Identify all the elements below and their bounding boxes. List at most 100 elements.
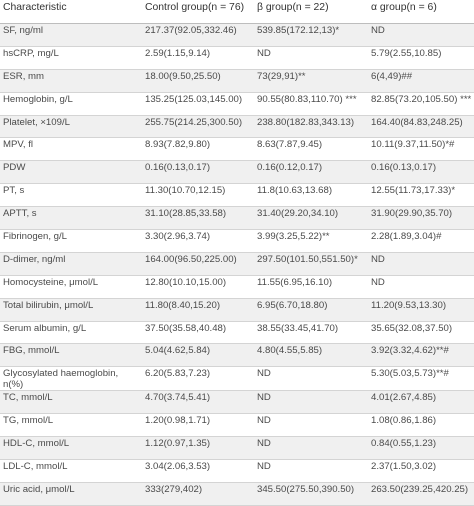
- table-row: MPV, fl 8.93(7.82,9.80) 8.63(7.87,9.45) 10.…: [0, 137, 474, 162]
- table-row: PT, s 11.30(10.70,12.15) 11.8(10.63,13.68)…: [0, 183, 474, 208]
- table-row: SF, ng/ml 217.37(92.05,332.46) 539.85(172.…: [0, 23, 474, 47]
- cell-characteristic: TG, mmol/L: [0, 413, 142, 438]
- cell-control: 0.16(0.13,0.17): [142, 160, 254, 185]
- header-row: Characteristic Control group(n = 76) β g…: [0, 0, 474, 24]
- cell-characteristic: Platelet, ×109/L: [0, 115, 142, 139]
- cell-beta: 11.8(10.63,13.68): [254, 183, 368, 208]
- cell-control: 1.20(0.98,1.71): [142, 413, 254, 438]
- cell-alpha: 5.79(2.55,10.85): [368, 46, 474, 70]
- cell-beta: 3.99(3.25,5.22)**: [254, 229, 368, 253]
- cell-characteristic: FBG, mmol/L: [0, 343, 142, 368]
- table-row: FBG, mmol/L 5.04(4.62,5.84) 4.80(4.55,5.85…: [0, 343, 474, 368]
- cell-alpha: 11.20(9.53,13.30): [368, 298, 474, 322]
- cell-beta: 38.55(33.45,41.70): [254, 321, 368, 345]
- cell-alpha: 0.84(0.55,1.23): [368, 436, 474, 461]
- cell-alpha: 164.40(84.83,248.25): [368, 115, 474, 139]
- cell-control: 255.75(214.25,300.50): [142, 115, 254, 139]
- cell-beta: 297.50(101.50,551.50)*: [254, 252, 368, 276]
- table-row: APTT, s 31.10(28.85,33.58) 31.40(29.20,34.…: [0, 206, 474, 231]
- table-row: hsCRP, mg/L 2.59(1.15,9.14) ND 5.79(2.55,10…: [0, 46, 474, 70]
- cell-control: 333(279,402): [142, 482, 254, 506]
- cell-beta: ND: [254, 459, 368, 483]
- cell-characteristic: Hemoglobin, g/L: [0, 92, 142, 116]
- cell-beta: 90.55(80.83,110.70) ***: [254, 92, 368, 116]
- cell-alpha: 2.28(1.89,3.04)#: [368, 229, 474, 253]
- cell-alpha: 2.37(1.50,3.02): [368, 459, 474, 483]
- cell-alpha: 31.90(29.90,35.70): [368, 206, 474, 231]
- cell-alpha: 263.50(239.25,420.25): [368, 482, 474, 506]
- cell-characteristic: hsCRP, mg/L: [0, 46, 142, 70]
- cell-characteristic: HDL-C, mmol/L: [0, 436, 142, 461]
- cell-control: 1.12(0.97,1.35): [142, 436, 254, 461]
- table-row: TG, mmol/L 1.20(0.98,1.71) ND 1.08(0.86,1.8…: [0, 413, 474, 438]
- table-row: Fibrinogen, g/L 3.30(2.96,3.74) 3.99(3.25,…: [0, 229, 474, 253]
- cell-control: 8.93(7.82,9.80): [142, 137, 254, 162]
- cell-beta: 31.40(29.20,34.10): [254, 206, 368, 231]
- cell-alpha: ND: [368, 275, 474, 299]
- cell-control: 135.25(125.03,145.00): [142, 92, 254, 116]
- table-row: Hemoglobin, g/L 135.25(125.03,145.00) 90.5…: [0, 92, 474, 116]
- cell-beta: ND: [254, 413, 368, 438]
- cell-characteristic: Glycosylated haemoglobin, n(%): [0, 366, 142, 392]
- cell-alpha: 10.11(9.37,11.50)*#: [368, 137, 474, 162]
- cell-control: 3.30(2.96,3.74): [142, 229, 254, 253]
- cell-alpha: 82.85(73.20,105.50) ***: [368, 92, 474, 116]
- table-row: Total bilirubin, μmol/L 11.80(8.40,15.20)…: [0, 298, 474, 322]
- cell-beta: 11.55(6.95,16.10): [254, 275, 368, 299]
- cell-characteristic: TC, mmol/L: [0, 390, 142, 415]
- cell-characteristic: Total bilirubin, μmol/L: [0, 298, 142, 322]
- cell-beta: ND: [254, 436, 368, 461]
- cell-beta: 6.95(6.70,18.80): [254, 298, 368, 322]
- table-row: Uric acid, μmol/L 333(279,402) 345.50(275.…: [0, 482, 474, 506]
- cell-alpha: 0.16(0.13,0.17): [368, 160, 474, 185]
- cell-beta: ND: [254, 390, 368, 415]
- cell-control: 2.59(1.15,9.14): [142, 46, 254, 70]
- table-row: Serum albumin, g/L 37.50(35.58,40.48) 38.5…: [0, 321, 474, 345]
- cell-characteristic: Uric acid, μmol/L: [0, 482, 142, 506]
- cell-control: 18.00(9.50,25.50): [142, 69, 254, 93]
- cell-control: 3.04(2.06,3.53): [142, 459, 254, 483]
- header-characteristic: Characteristic: [0, 0, 142, 24]
- table-row: Platelet, ×109/L 255.75(214.25,300.50) 238…: [0, 115, 474, 139]
- header-alpha-group: α group(n = 6): [368, 0, 474, 24]
- cell-alpha: 4.01(2.67,4.85): [368, 390, 474, 415]
- cell-control: 164.00(96.50,225.00): [142, 252, 254, 276]
- cell-control: 12.80(10.10,15.00): [142, 275, 254, 299]
- header-beta-group: β group(n = 22): [254, 0, 368, 24]
- cell-beta: 345.50(275.50,390.50): [254, 482, 368, 506]
- table-body: SF, ng/ml 217.37(92.05,332.46) 539.85(172.…: [0, 23, 474, 506]
- cell-characteristic: APTT, s: [0, 206, 142, 231]
- cell-alpha: 1.08(0.86,1.86): [368, 413, 474, 438]
- cell-beta: 539.85(172.12,13)*: [254, 23, 368, 47]
- table-row: TC, mmol/L 4.70(3.74,5.41) ND 4.01(2.67,4.8…: [0, 390, 474, 415]
- cell-alpha: ND: [368, 252, 474, 276]
- cell-characteristic: Homocysteine, μmol/L: [0, 275, 142, 299]
- cell-control: 5.04(4.62,5.84): [142, 343, 254, 368]
- table-row: LDL-C, mmol/L 3.04(2.06,3.53) ND 2.37(1.50,…: [0, 459, 474, 483]
- cell-alpha: 6(4,49)##: [368, 69, 474, 93]
- cell-characteristic: PT, s: [0, 183, 142, 208]
- cell-beta: ND: [254, 366, 368, 392]
- cell-control: 11.80(8.40,15.20): [142, 298, 254, 322]
- cell-beta: 8.63(7.87,9.45): [254, 137, 368, 162]
- cell-characteristic: D-dimer, ng/ml: [0, 252, 142, 276]
- table-row: ESR, mm 18.00(9.50,25.50) 73(29,91)** 6(4,4…: [0, 69, 474, 93]
- table-row: PDW 0.16(0.13,0.17) 0.16(0.12,0.17) 0.16(0.…: [0, 160, 474, 185]
- cell-control: 11.30(10.70,12.15): [142, 183, 254, 208]
- cell-beta: 0.16(0.12,0.17): [254, 160, 368, 185]
- cell-alpha: 12.55(11.73,17.33)*: [368, 183, 474, 208]
- cell-beta: ND: [254, 46, 368, 70]
- table-row: D-dimer, ng/ml 164.00(96.50,225.00) 297.50…: [0, 252, 474, 276]
- cell-characteristic: MPV, fl: [0, 137, 142, 162]
- cell-alpha: 35.65(32.08,37.50): [368, 321, 474, 345]
- cell-characteristic: Fibrinogen, g/L: [0, 229, 142, 253]
- cell-alpha: 3.92(3.32,4.62)**#: [368, 343, 474, 368]
- cell-characteristic: PDW: [0, 160, 142, 185]
- cell-control: 217.37(92.05,332.46): [142, 23, 254, 47]
- cell-alpha: 5.30(5.03,5.73)**#: [368, 366, 474, 392]
- table-row: Homocysteine, μmol/L 12.80(10.10,15.00) 11…: [0, 275, 474, 299]
- cell-alpha: ND: [368, 23, 474, 47]
- cell-characteristic: Serum albumin, g/L: [0, 321, 142, 345]
- cell-control: 4.70(3.74,5.41): [142, 390, 254, 415]
